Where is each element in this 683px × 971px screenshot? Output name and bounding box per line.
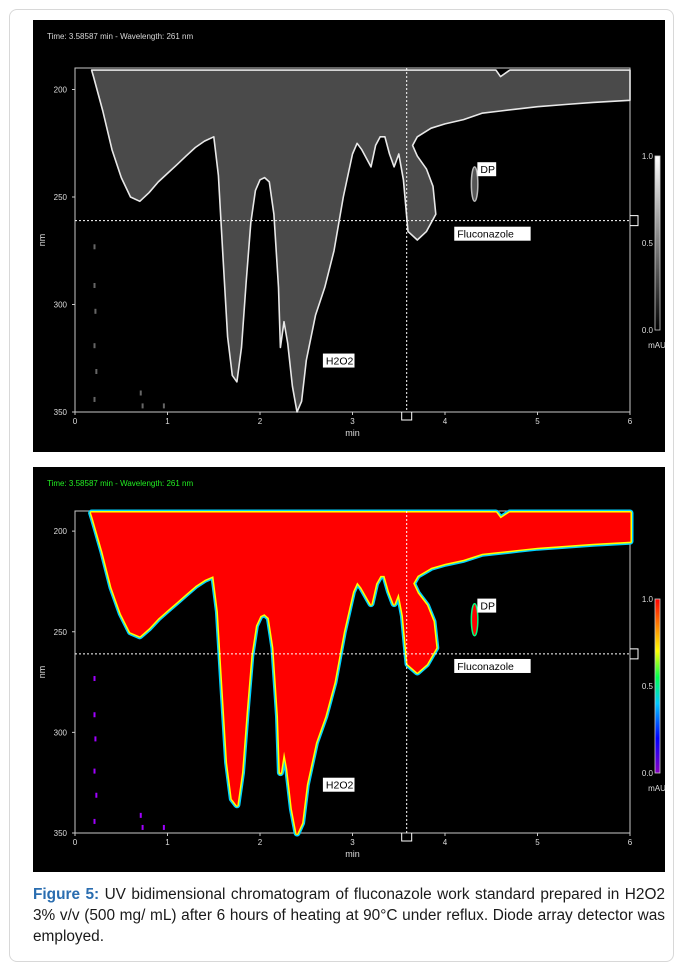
colorbar-tick-label: 1.0: [642, 152, 654, 161]
colorbar-tick-label: 0.5: [642, 682, 654, 691]
x-tick-label: 2: [258, 838, 263, 847]
colorbar-unit-label: mAU: [648, 784, 665, 793]
x-axis-label: min: [345, 428, 360, 438]
noise-speck: [139, 812, 142, 818]
cursor-time-marker: [401, 833, 413, 842]
figure-caption: Figure 5: UV bidimensional chromatogram …: [33, 884, 665, 947]
y-tick-label: 300: [54, 301, 68, 310]
chart-header: Time: 3.58587 min - Wavelength: 261 nm: [47, 479, 193, 488]
annotation-box: [322, 353, 355, 368]
dp-spot: [470, 602, 479, 637]
y-tick-label: 350: [54, 829, 68, 838]
chromatogram-panel-grayscale: Time: 3.58587 min - Wavelength: 261 nm 0 1…: [33, 20, 665, 452]
noise-speck: [162, 403, 165, 409]
x-tick-label: 1: [165, 417, 170, 426]
noise-speck: [93, 676, 96, 682]
annotation-box: [454, 226, 531, 241]
cursor-wavelength-marker: [630, 648, 639, 660]
y-tick-label: 300: [54, 728, 68, 737]
x-tick-label: 0: [73, 838, 78, 847]
annotation-box: [477, 598, 497, 613]
noise-speck: [139, 390, 142, 396]
cursor-time-marker: [401, 412, 413, 421]
y-tick-label: 200: [54, 527, 68, 536]
annotation-label: H2O2: [326, 356, 354, 368]
annotation-box: [322, 777, 355, 792]
noise-speck: [141, 824, 144, 830]
annotation-box: [454, 658, 531, 673]
colorbar-unit-label: mAU: [648, 341, 665, 350]
chromatogram-color: Time: 3.58587 min - Wavelength: 261 nm 0 1…: [33, 467, 665, 872]
colorbar-tick-label: 0.5: [642, 239, 654, 248]
annotation-label: DP: [480, 601, 495, 613]
noise-speck: [93, 283, 96, 288]
x-tick-label: 6: [628, 838, 633, 847]
noise-speck: [93, 768, 96, 774]
annotation-label: Fluconazole: [457, 661, 514, 673]
noise-speck: [93, 396, 96, 402]
y-tick-label: 250: [54, 193, 68, 202]
cursor-wavelength-marker: [630, 215, 639, 227]
noise-speck: [93, 244, 96, 250]
colorbar: [654, 155, 661, 331]
annotation-box: [477, 162, 497, 177]
annotation-label: H2O2: [326, 780, 354, 792]
x-tick-label: 4: [443, 417, 448, 426]
caption-label: Figure 5:: [33, 886, 100, 903]
caption-text: UV bidimensional chromatogram of flucona…: [33, 886, 665, 945]
noise-speck: [94, 736, 97, 742]
noise-speck: [93, 818, 96, 824]
x-tick-label: 6: [628, 417, 633, 426]
y-tick-label: 350: [54, 408, 68, 417]
noise-speck: [141, 403, 144, 409]
colorbar-tick-label: 0.0: [642, 769, 654, 778]
y-axis-label: nm: [37, 234, 47, 247]
x-axis-label: min: [345, 849, 360, 859]
annotation-label: Fluconazole: [457, 229, 514, 241]
noise-speck: [94, 308, 97, 314]
annotation-label: DP: [480, 164, 495, 176]
x-tick-label: 1: [165, 838, 170, 847]
absorbance-region: [90, 69, 631, 413]
x-tick-label: 5: [535, 838, 540, 847]
chromatogram-grayscale: Time: 3.58587 min - Wavelength: 261 nm 0 1…: [33, 20, 665, 452]
chromatogram-panel-color: Time: 3.58587 min - Wavelength: 261 nm 0 1…: [33, 467, 665, 872]
x-tick-label: 5: [535, 417, 540, 426]
colorbar: [654, 598, 661, 774]
x-tick-label: 3: [350, 417, 355, 426]
chart-header: Time: 3.58587 min - Wavelength: 261 nm: [47, 32, 193, 41]
noise-speck: [162, 824, 165, 830]
x-tick-label: 0: [73, 417, 78, 426]
noise-speck: [93, 712, 96, 718]
y-tick-label: 250: [54, 628, 68, 637]
noise-speck: [95, 792, 98, 798]
colorbar-tick-label: 1.0: [642, 595, 654, 604]
y-tick-label: 200: [54, 86, 68, 95]
y-axis-label: nm: [37, 666, 47, 679]
x-tick-label: 3: [350, 838, 355, 847]
absorbance-region: [90, 512, 631, 835]
dp-spot: [470, 166, 479, 203]
noise-speck: [95, 369, 98, 374]
x-tick-label: 4: [443, 838, 448, 847]
noise-speck: [93, 343, 96, 349]
colorbar-tick-label: 0.0: [642, 326, 654, 335]
x-tick-label: 2: [258, 417, 263, 426]
